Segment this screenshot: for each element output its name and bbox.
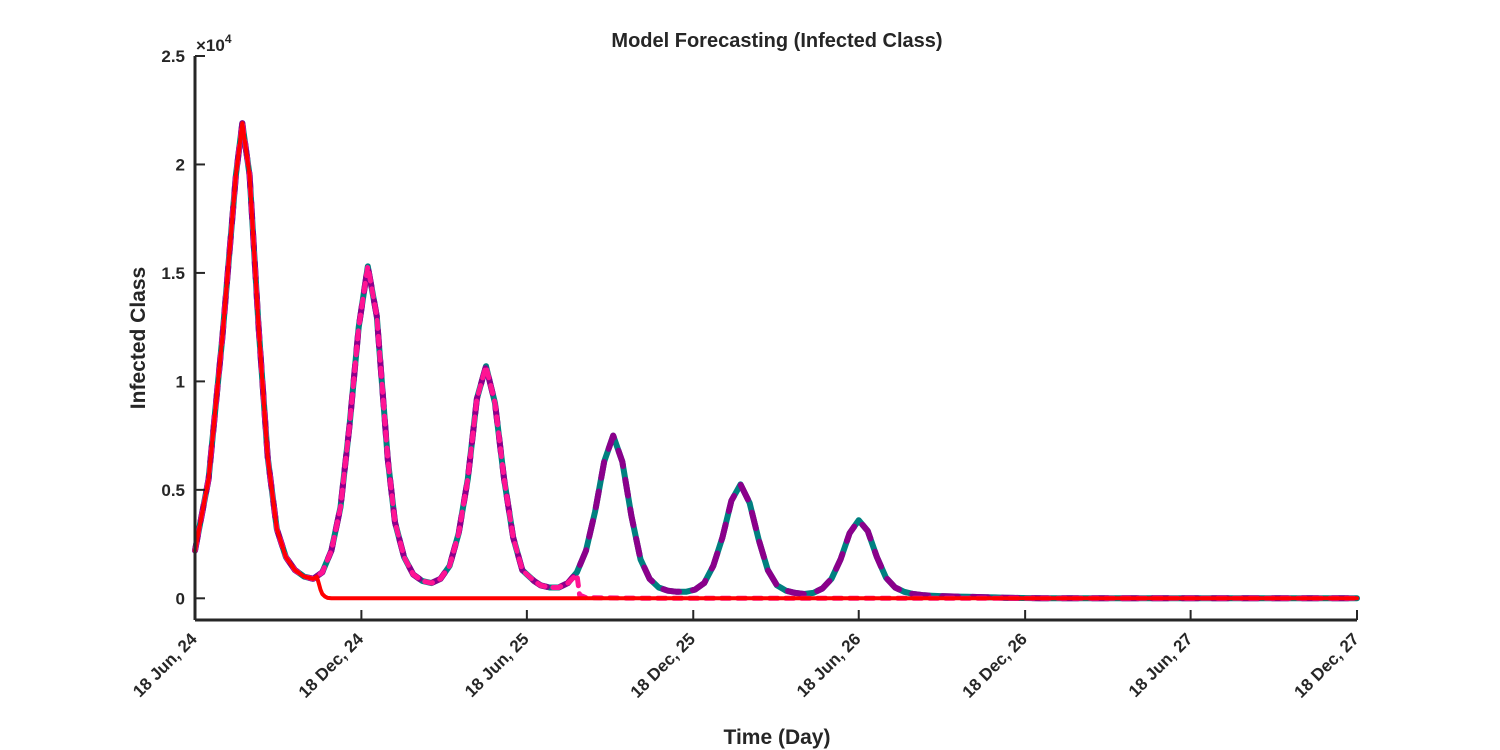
y-axis-label: Infected Class (127, 267, 150, 409)
y-ticks: 0 0.5 1 1.5 2 2.5 (161, 47, 205, 608)
y-tick-label: 2 (176, 155, 185, 174)
y-tick-label: 0 (176, 589, 185, 608)
y-tick-label: 0.5 (161, 481, 185, 500)
y-multiplier-base: ×10 (196, 36, 225, 55)
axes (193, 56, 1357, 622)
plot-area (192, 120, 1360, 602)
chart-title: Model Forecasting (Infected Class) (611, 30, 942, 52)
series-line-intervention-B (193, 121, 1359, 601)
y-tick-label: 1.5 (161, 264, 185, 283)
y-multiplier-exponent: 4 (225, 32, 232, 46)
y-multiplier: ×104 (196, 32, 232, 55)
x-axis-label: Time (Day) (724, 726, 831, 749)
y-tick-label: 1 (176, 372, 185, 391)
y-tick-label: 2.5 (161, 47, 185, 66)
